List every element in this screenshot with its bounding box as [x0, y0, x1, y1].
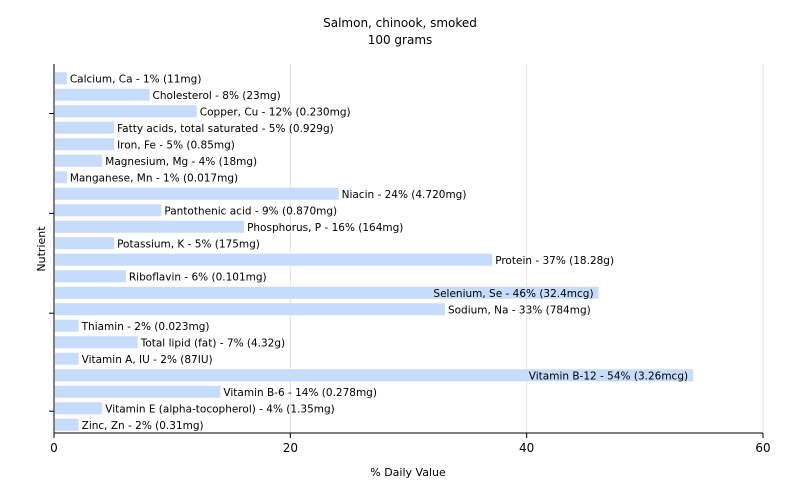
- x-tick-label: 40: [519, 441, 534, 455]
- bar: [55, 418, 79, 431]
- x-tick-labels: 0 20 40 60: [50, 441, 770, 455]
- x-axis-title: % Daily Value: [370, 466, 446, 479]
- bar-label: Cholesterol - 8% (23mg): [153, 90, 281, 102]
- bars: [55, 72, 694, 431]
- bar-label: Niacin - 24% (4.720mg): [342, 189, 467, 201]
- bar-label: Riboflavin - 6% (0.101mg): [129, 271, 267, 283]
- bar: [55, 319, 79, 332]
- bar: [55, 270, 126, 283]
- bar-label: Potassium, K - 5% (175mg): [117, 238, 260, 250]
- y-axis-title: Nutrient: [35, 226, 48, 272]
- bar-label: Vitamin E (alpha-tocopherol) - 4% (1.35m…: [105, 403, 335, 415]
- bar: [55, 385, 221, 398]
- bar: [55, 187, 339, 200]
- bar-label: Phosphorus, P - 16% (164mg): [247, 222, 403, 234]
- x-tick-label: 20: [283, 441, 298, 455]
- axes: [49, 64, 764, 438]
- bar-labels: Calcium, Ca - 1% (11mg) Cholesterol - 8% …: [70, 73, 688, 432]
- chart-subtitle: 100 grams: [368, 33, 433, 47]
- bar: [55, 154, 103, 167]
- bar: [55, 369, 694, 382]
- bar-label: Calcium, Ca - 1% (11mg): [70, 73, 202, 85]
- bar-label: Copper, Cu - 12% (0.230mg): [200, 106, 351, 118]
- bar: [55, 171, 67, 184]
- bar-label: Fatty acids, total saturated - 5% (0.929…: [117, 123, 334, 135]
- bar-label: Sodium, Na - 33% (784mg): [448, 304, 591, 316]
- x-tick-label: 0: [50, 441, 58, 455]
- bar: [55, 88, 150, 101]
- bar-label: Manganese, Mn - 1% (0.017mg): [70, 172, 238, 184]
- bar: [55, 204, 162, 217]
- bar-label: Zinc, Zn - 2% (0.31mg): [82, 420, 204, 432]
- bar: [55, 138, 115, 151]
- bar-label: Vitamin A, IU - 2% (87IU): [82, 354, 213, 366]
- bar: [55, 352, 79, 365]
- bar-label: Thiamin - 2% (0.023mg): [81, 321, 210, 333]
- bar: [55, 286, 599, 299]
- bar: [55, 253, 493, 266]
- bar: [55, 105, 197, 118]
- bar-label: Magnesium, Mg - 4% (18mg): [105, 156, 257, 168]
- bar-label: Vitamin B-6 - 14% (0.278mg): [223, 387, 377, 399]
- bar-label: Total lipid (fat) - 7% (4.32g): [140, 337, 285, 349]
- bar: [55, 303, 445, 316]
- bar-label: Protein - 37% (18.28g): [495, 255, 614, 267]
- bar-label: Iron, Fe - 5% (0.85mg): [117, 139, 235, 151]
- bar-label: Vitamin B-12 - 54% (3.26mcg): [529, 370, 688, 382]
- bar: [55, 121, 115, 134]
- bar: [55, 72, 67, 85]
- bar: [55, 237, 115, 250]
- x-tick-label: 60: [755, 441, 770, 455]
- chart-title: Salmon, chinook, smoked: [323, 16, 477, 30]
- bar: [55, 336, 138, 349]
- bar-label: Pantothenic acid - 9% (0.870mg): [164, 205, 337, 217]
- bar-label: Selenium, Se - 46% (32.4mcg): [433, 288, 593, 300]
- bar: [55, 402, 103, 415]
- bar: [55, 220, 245, 233]
